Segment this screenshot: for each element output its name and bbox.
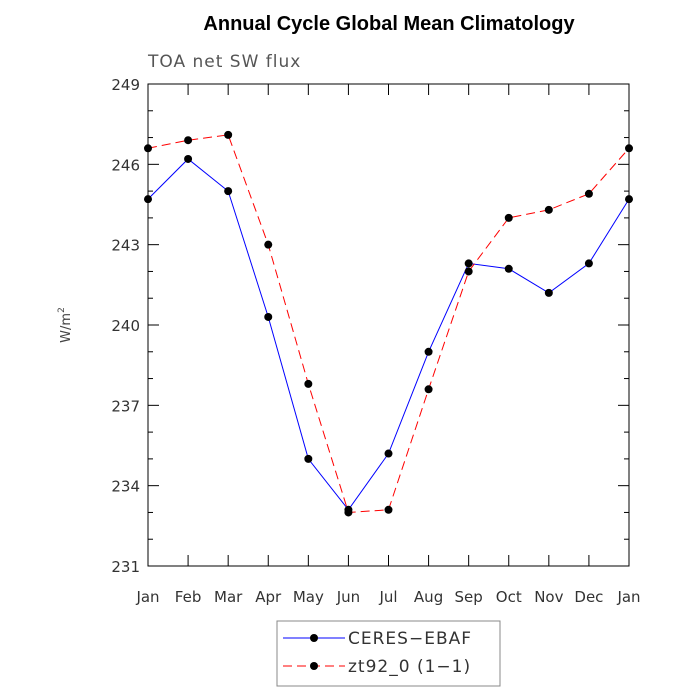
legend-item: zt92_0 (1−1) — [283, 657, 471, 677]
data-point — [224, 187, 233, 196]
x-tick-label: Feb — [175, 588, 202, 606]
legend-box — [276, 620, 501, 687]
series-2 — [144, 130, 633, 517]
data-point — [625, 144, 633, 153]
x-tick-label: Jun — [336, 588, 360, 606]
legend-label: CERES−EBAF — [348, 629, 472, 649]
x-tick-label: Dec — [574, 588, 603, 606]
y-tick-label: 249 — [111, 76, 140, 94]
data-point — [144, 144, 152, 153]
data-point — [544, 205, 553, 214]
y-axis-label-unit: W/m — [59, 313, 74, 343]
data-point — [264, 240, 273, 249]
series-1 — [144, 154, 633, 514]
data-point — [504, 213, 513, 222]
y-tick-label: 243 — [111, 237, 140, 255]
x-tick-label: Mar — [214, 588, 243, 606]
x-tick-label: Jan — [616, 588, 640, 606]
data-point — [144, 195, 152, 204]
y-axis-tick-labels: 231 234 237 240 243 246 249 — [111, 76, 140, 576]
data-point — [464, 259, 473, 268]
data-point — [344, 508, 353, 517]
series-layer — [144, 130, 633, 517]
y-tick-label: 231 — [111, 558, 140, 576]
chart-title: Annual Cycle Global Mean Climatology — [203, 13, 575, 35]
y-axis-label: W/m2 — [57, 307, 74, 343]
legend-items: CERES−EBAF zt92_0 (1−1) — [283, 629, 472, 677]
data-point — [584, 259, 593, 268]
y-tick-label: 234 — [111, 478, 140, 496]
data-point — [184, 136, 193, 145]
x-tick-label: Oct — [496, 588, 522, 606]
data-point — [224, 130, 233, 139]
data-point — [625, 195, 633, 204]
x-tick-label: Sep — [455, 588, 483, 606]
legend: CERES−EBAF zt92_0 (1−1) — [276, 620, 501, 687]
legend-label: zt92_0 (1−1) — [348, 657, 471, 677]
data-point — [544, 288, 553, 297]
data-point — [384, 505, 393, 514]
y-tick-label: 246 — [111, 156, 140, 174]
y-tick-label: 240 — [111, 317, 140, 335]
legend-swatch-marker — [310, 634, 318, 642]
data-point — [424, 385, 433, 394]
y-axis-label-superscript: 2 — [57, 307, 67, 313]
legend-item: CERES−EBAF — [283, 629, 472, 649]
x-tick-label: Apr — [255, 588, 282, 606]
x-tick-label: Jul — [378, 588, 397, 606]
data-point — [184, 154, 193, 163]
axis-ticks — [147, 83, 630, 567]
x-tick-label: Jan — [135, 588, 159, 606]
y-tick-label: 237 — [111, 397, 140, 415]
chart-subtitle: TOA net SW flux — [147, 52, 301, 72]
x-tick-label: May — [293, 588, 324, 606]
legend-swatch-marker — [310, 662, 318, 670]
x-tick-label: Nov — [534, 588, 563, 606]
data-point — [504, 264, 513, 273]
data-point — [264, 312, 273, 321]
x-tick-label: Aug — [414, 588, 443, 606]
data-point — [304, 454, 313, 463]
data-point — [584, 189, 593, 198]
data-point — [384, 449, 393, 458]
x-axis-tick-labels: Jan Feb Mar Apr May Jun Jul Aug Sep Oct Nov Dec Jan — [135, 588, 640, 606]
data-point — [424, 347, 433, 356]
plot-frame — [147, 83, 630, 567]
data-point — [464, 267, 473, 276]
data-point — [304, 379, 313, 388]
